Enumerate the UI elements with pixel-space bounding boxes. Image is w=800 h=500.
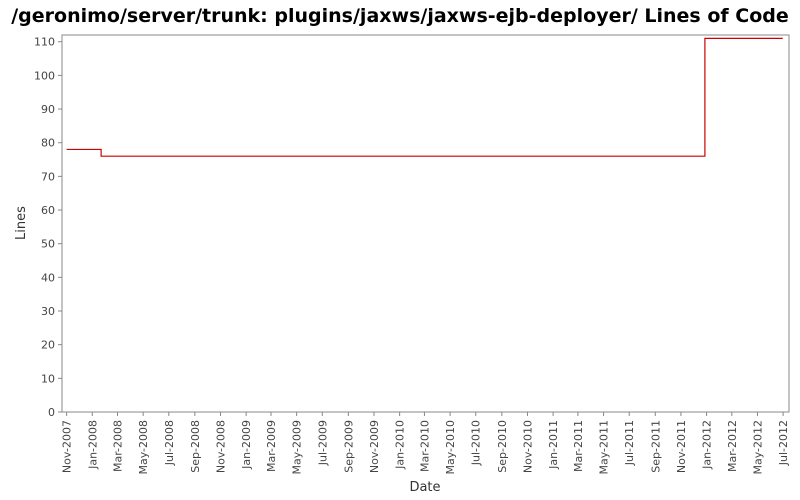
x-tick-label: Jan-2008	[86, 420, 99, 470]
y-tick-label: 30	[41, 305, 55, 318]
series-line	[66, 37, 783, 157]
x-tick-label: Sep-2011	[649, 420, 662, 473]
y-tick-label: 80	[41, 137, 55, 150]
x-tick-label: Jan-2012	[701, 420, 714, 470]
x-tick-label: Jul-2009	[316, 420, 329, 466]
x-tick-label: Jul-2010	[470, 420, 483, 466]
x-tick-label: Jul-2008	[163, 420, 176, 466]
y-tick-label: 110	[34, 36, 55, 49]
x-tick-label: Nov-2007	[61, 420, 74, 473]
x-tick-label: May-2009	[291, 420, 304, 475]
x-tick-label: Jul-2011	[623, 420, 636, 466]
x-tick-label: May-2008	[137, 420, 150, 475]
y-tick-label: 70	[41, 170, 55, 183]
x-tick-label: Jan-2010	[394, 420, 407, 470]
x-tick-label: Mar-2012	[726, 420, 739, 472]
x-tick-label: Mar-2009	[265, 420, 278, 472]
series-group	[66, 37, 783, 157]
x-tick-label: Jul-2012	[777, 420, 790, 466]
x-tick-label: Nov-2011	[675, 420, 688, 473]
chart-title: /geronimo/server/trunk: plugins/jaxws/ja…	[11, 5, 789, 27]
x-tick-label: Sep-2010	[496, 420, 509, 473]
y-tick-label: 10	[41, 372, 55, 385]
x-axis-label: Date	[409, 480, 440, 495]
y-axis: 0 10 20 30 40 50 60 70 80 90 100 110	[34, 36, 62, 419]
x-tick-label: May-2012	[751, 420, 764, 475]
x-tick-label: Nov-2008	[215, 420, 228, 473]
y-tick-label: 60	[41, 204, 55, 217]
x-tick-label: Sep-2009	[342, 420, 355, 473]
y-tick-label: 90	[41, 103, 55, 116]
x-tick-label: Mar-2008	[112, 420, 125, 472]
plot-area	[61, 34, 790, 413]
y-tick-label: 20	[41, 339, 55, 352]
x-tick-label: Sep-2008	[189, 420, 202, 473]
x-tick-label: Jan-2009	[240, 420, 253, 470]
x-tick-label: May-2010	[444, 420, 457, 475]
y-tick-label: 0	[48, 406, 55, 419]
x-tick-label: Nov-2010	[521, 420, 534, 473]
x-tick-label: May-2011	[598, 420, 611, 475]
y-tick-label: 40	[41, 271, 55, 284]
x-tick-label: Mar-2010	[418, 420, 431, 472]
y-tick-label: 100	[34, 69, 55, 82]
x-tick-label: Jan-2011	[547, 420, 560, 470]
y-tick-label: 50	[41, 238, 55, 251]
x-axis: Nov-2007 Jan-2008 Mar-2008 May-2008 Jul-2008…	[61, 412, 790, 475]
x-tick-label: Mar-2011	[572, 420, 585, 472]
x-tick-label: Nov-2009	[368, 420, 381, 473]
y-axis-label: Lines	[14, 206, 29, 240]
